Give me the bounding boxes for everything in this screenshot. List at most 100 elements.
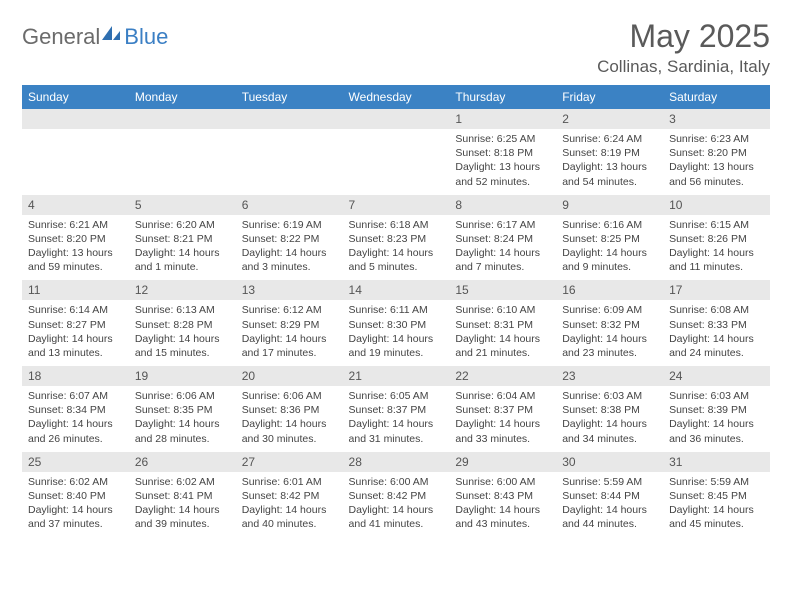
weekday-header: Saturday xyxy=(663,85,770,109)
sunset-text: Sunset: 8:24 PM xyxy=(455,232,550,246)
daylight-text: Daylight: 14 hours and 43 minutes. xyxy=(455,503,550,531)
sunrise-text: Sunrise: 6:08 AM xyxy=(669,303,764,317)
day-number: 8 xyxy=(449,195,556,215)
daylight-text: Daylight: 14 hours and 24 minutes. xyxy=(669,332,764,360)
day-number: 2 xyxy=(556,109,663,129)
daylight-text: Daylight: 14 hours and 45 minutes. xyxy=(669,503,764,531)
sunrise-text: Sunrise: 6:12 AM xyxy=(242,303,337,317)
day-number: 11 xyxy=(22,280,129,300)
sunset-text: Sunset: 8:44 PM xyxy=(562,489,657,503)
day-details: Sunrise: 6:15 AMSunset: 8:26 PMDaylight:… xyxy=(663,215,770,281)
day-number: 3 xyxy=(663,109,770,129)
sunrise-text: Sunrise: 6:04 AM xyxy=(455,389,550,403)
sunset-text: Sunset: 8:20 PM xyxy=(669,146,764,160)
sunset-text: Sunset: 8:43 PM xyxy=(455,489,550,503)
day-details: Sunrise: 6:19 AMSunset: 8:22 PMDaylight:… xyxy=(236,215,343,281)
sunset-text: Sunset: 8:40 PM xyxy=(28,489,123,503)
daylight-text: Daylight: 14 hours and 30 minutes. xyxy=(242,417,337,445)
day-details xyxy=(22,129,129,195)
sunrise-text: Sunrise: 6:24 AM xyxy=(562,132,657,146)
day-number: 28 xyxy=(343,452,450,472)
daylight-text: Daylight: 14 hours and 1 minute. xyxy=(135,246,230,274)
weekday-header: Monday xyxy=(129,85,236,109)
day-details: Sunrise: 6:16 AMSunset: 8:25 PMDaylight:… xyxy=(556,215,663,281)
sunset-text: Sunset: 8:33 PM xyxy=(669,318,764,332)
day-number: 4 xyxy=(22,195,129,215)
sunset-text: Sunset: 8:26 PM xyxy=(669,232,764,246)
day-details: Sunrise: 6:05 AMSunset: 8:37 PMDaylight:… xyxy=(343,386,450,452)
day-number xyxy=(129,109,236,129)
sunrise-text: Sunrise: 6:07 AM xyxy=(28,389,123,403)
day-details: Sunrise: 6:18 AMSunset: 8:23 PMDaylight:… xyxy=(343,215,450,281)
sunrise-text: Sunrise: 6:23 AM xyxy=(669,132,764,146)
day-details: Sunrise: 6:07 AMSunset: 8:34 PMDaylight:… xyxy=(22,386,129,452)
daylight-text: Daylight: 13 hours and 52 minutes. xyxy=(455,160,550,188)
daylight-text: Daylight: 14 hours and 36 minutes. xyxy=(669,417,764,445)
sunrise-text: Sunrise: 6:02 AM xyxy=(135,475,230,489)
title-block: May 2025 Collinas, Sardinia, Italy xyxy=(597,18,770,77)
daylight-text: Daylight: 14 hours and 37 minutes. xyxy=(28,503,123,531)
sunset-text: Sunset: 8:41 PM xyxy=(135,489,230,503)
daylight-text: Daylight: 14 hours and 3 minutes. xyxy=(242,246,337,274)
weekday-header: Wednesday xyxy=(343,85,450,109)
day-details: Sunrise: 6:04 AMSunset: 8:37 PMDaylight:… xyxy=(449,386,556,452)
daylight-text: Daylight: 14 hours and 17 minutes. xyxy=(242,332,337,360)
day-details: Sunrise: 6:02 AMSunset: 8:41 PMDaylight:… xyxy=(129,472,236,538)
sunrise-text: Sunrise: 6:17 AM xyxy=(455,218,550,232)
month-title: May 2025 xyxy=(597,18,770,55)
sunrise-text: Sunrise: 6:21 AM xyxy=(28,218,123,232)
day-number: 17 xyxy=(663,280,770,300)
day-number: 26 xyxy=(129,452,236,472)
brand-name-b: Blue xyxy=(124,24,168,50)
daylight-text: Daylight: 14 hours and 11 minutes. xyxy=(669,246,764,274)
day-number-row: 25262728293031 xyxy=(22,452,770,472)
sunset-text: Sunset: 8:42 PM xyxy=(242,489,337,503)
daylight-text: Daylight: 14 hours and 7 minutes. xyxy=(455,246,550,274)
sunset-text: Sunset: 8:45 PM xyxy=(669,489,764,503)
day-number: 16 xyxy=(556,280,663,300)
sunset-text: Sunset: 8:31 PM xyxy=(455,318,550,332)
sunrise-text: Sunrise: 6:03 AM xyxy=(669,389,764,403)
sunrise-text: Sunrise: 6:06 AM xyxy=(242,389,337,403)
daylight-text: Daylight: 13 hours and 59 minutes. xyxy=(28,246,123,274)
day-number: 23 xyxy=(556,366,663,386)
day-details: Sunrise: 6:06 AMSunset: 8:36 PMDaylight:… xyxy=(236,386,343,452)
daylight-text: Daylight: 13 hours and 54 minutes. xyxy=(562,160,657,188)
day-number: 13 xyxy=(236,280,343,300)
day-number: 21 xyxy=(343,366,450,386)
day-details-row: Sunrise: 6:07 AMSunset: 8:34 PMDaylight:… xyxy=(22,386,770,452)
day-details: Sunrise: 6:08 AMSunset: 8:33 PMDaylight:… xyxy=(663,300,770,366)
daylight-text: Daylight: 14 hours and 28 minutes. xyxy=(135,417,230,445)
sunset-text: Sunset: 8:22 PM xyxy=(242,232,337,246)
sunrise-text: Sunrise: 5:59 AM xyxy=(562,475,657,489)
sunset-text: Sunset: 8:32 PM xyxy=(562,318,657,332)
day-details: Sunrise: 6:03 AMSunset: 8:38 PMDaylight:… xyxy=(556,386,663,452)
sunrise-text: Sunrise: 6:02 AM xyxy=(28,475,123,489)
day-number: 1 xyxy=(449,109,556,129)
daylight-text: Daylight: 14 hours and 34 minutes. xyxy=(562,417,657,445)
sail-icon xyxy=(100,24,122,42)
day-details: Sunrise: 5:59 AMSunset: 8:44 PMDaylight:… xyxy=(556,472,663,538)
sunrise-text: Sunrise: 6:20 AM xyxy=(135,218,230,232)
day-details xyxy=(236,129,343,195)
weekday-header-row: SundayMondayTuesdayWednesdayThursdayFrid… xyxy=(22,85,770,109)
sunrise-text: Sunrise: 6:09 AM xyxy=(562,303,657,317)
day-number: 30 xyxy=(556,452,663,472)
day-details: Sunrise: 6:17 AMSunset: 8:24 PMDaylight:… xyxy=(449,215,556,281)
sunrise-text: Sunrise: 6:14 AM xyxy=(28,303,123,317)
sunrise-text: Sunrise: 6:03 AM xyxy=(562,389,657,403)
brand-name-a: General xyxy=(22,24,100,50)
daylight-text: Daylight: 14 hours and 33 minutes. xyxy=(455,417,550,445)
daylight-text: Daylight: 14 hours and 5 minutes. xyxy=(349,246,444,274)
day-details xyxy=(129,129,236,195)
day-details: Sunrise: 6:01 AMSunset: 8:42 PMDaylight:… xyxy=(236,472,343,538)
day-number: 24 xyxy=(663,366,770,386)
daylight-text: Daylight: 14 hours and 19 minutes. xyxy=(349,332,444,360)
day-details-row: Sunrise: 6:02 AMSunset: 8:40 PMDaylight:… xyxy=(22,472,770,538)
weekday-header: Sunday xyxy=(22,85,129,109)
day-number: 9 xyxy=(556,195,663,215)
day-number: 31 xyxy=(663,452,770,472)
day-number-row: 45678910 xyxy=(22,195,770,215)
sunset-text: Sunset: 8:23 PM xyxy=(349,232,444,246)
day-details-row: Sunrise: 6:21 AMSunset: 8:20 PMDaylight:… xyxy=(22,215,770,281)
